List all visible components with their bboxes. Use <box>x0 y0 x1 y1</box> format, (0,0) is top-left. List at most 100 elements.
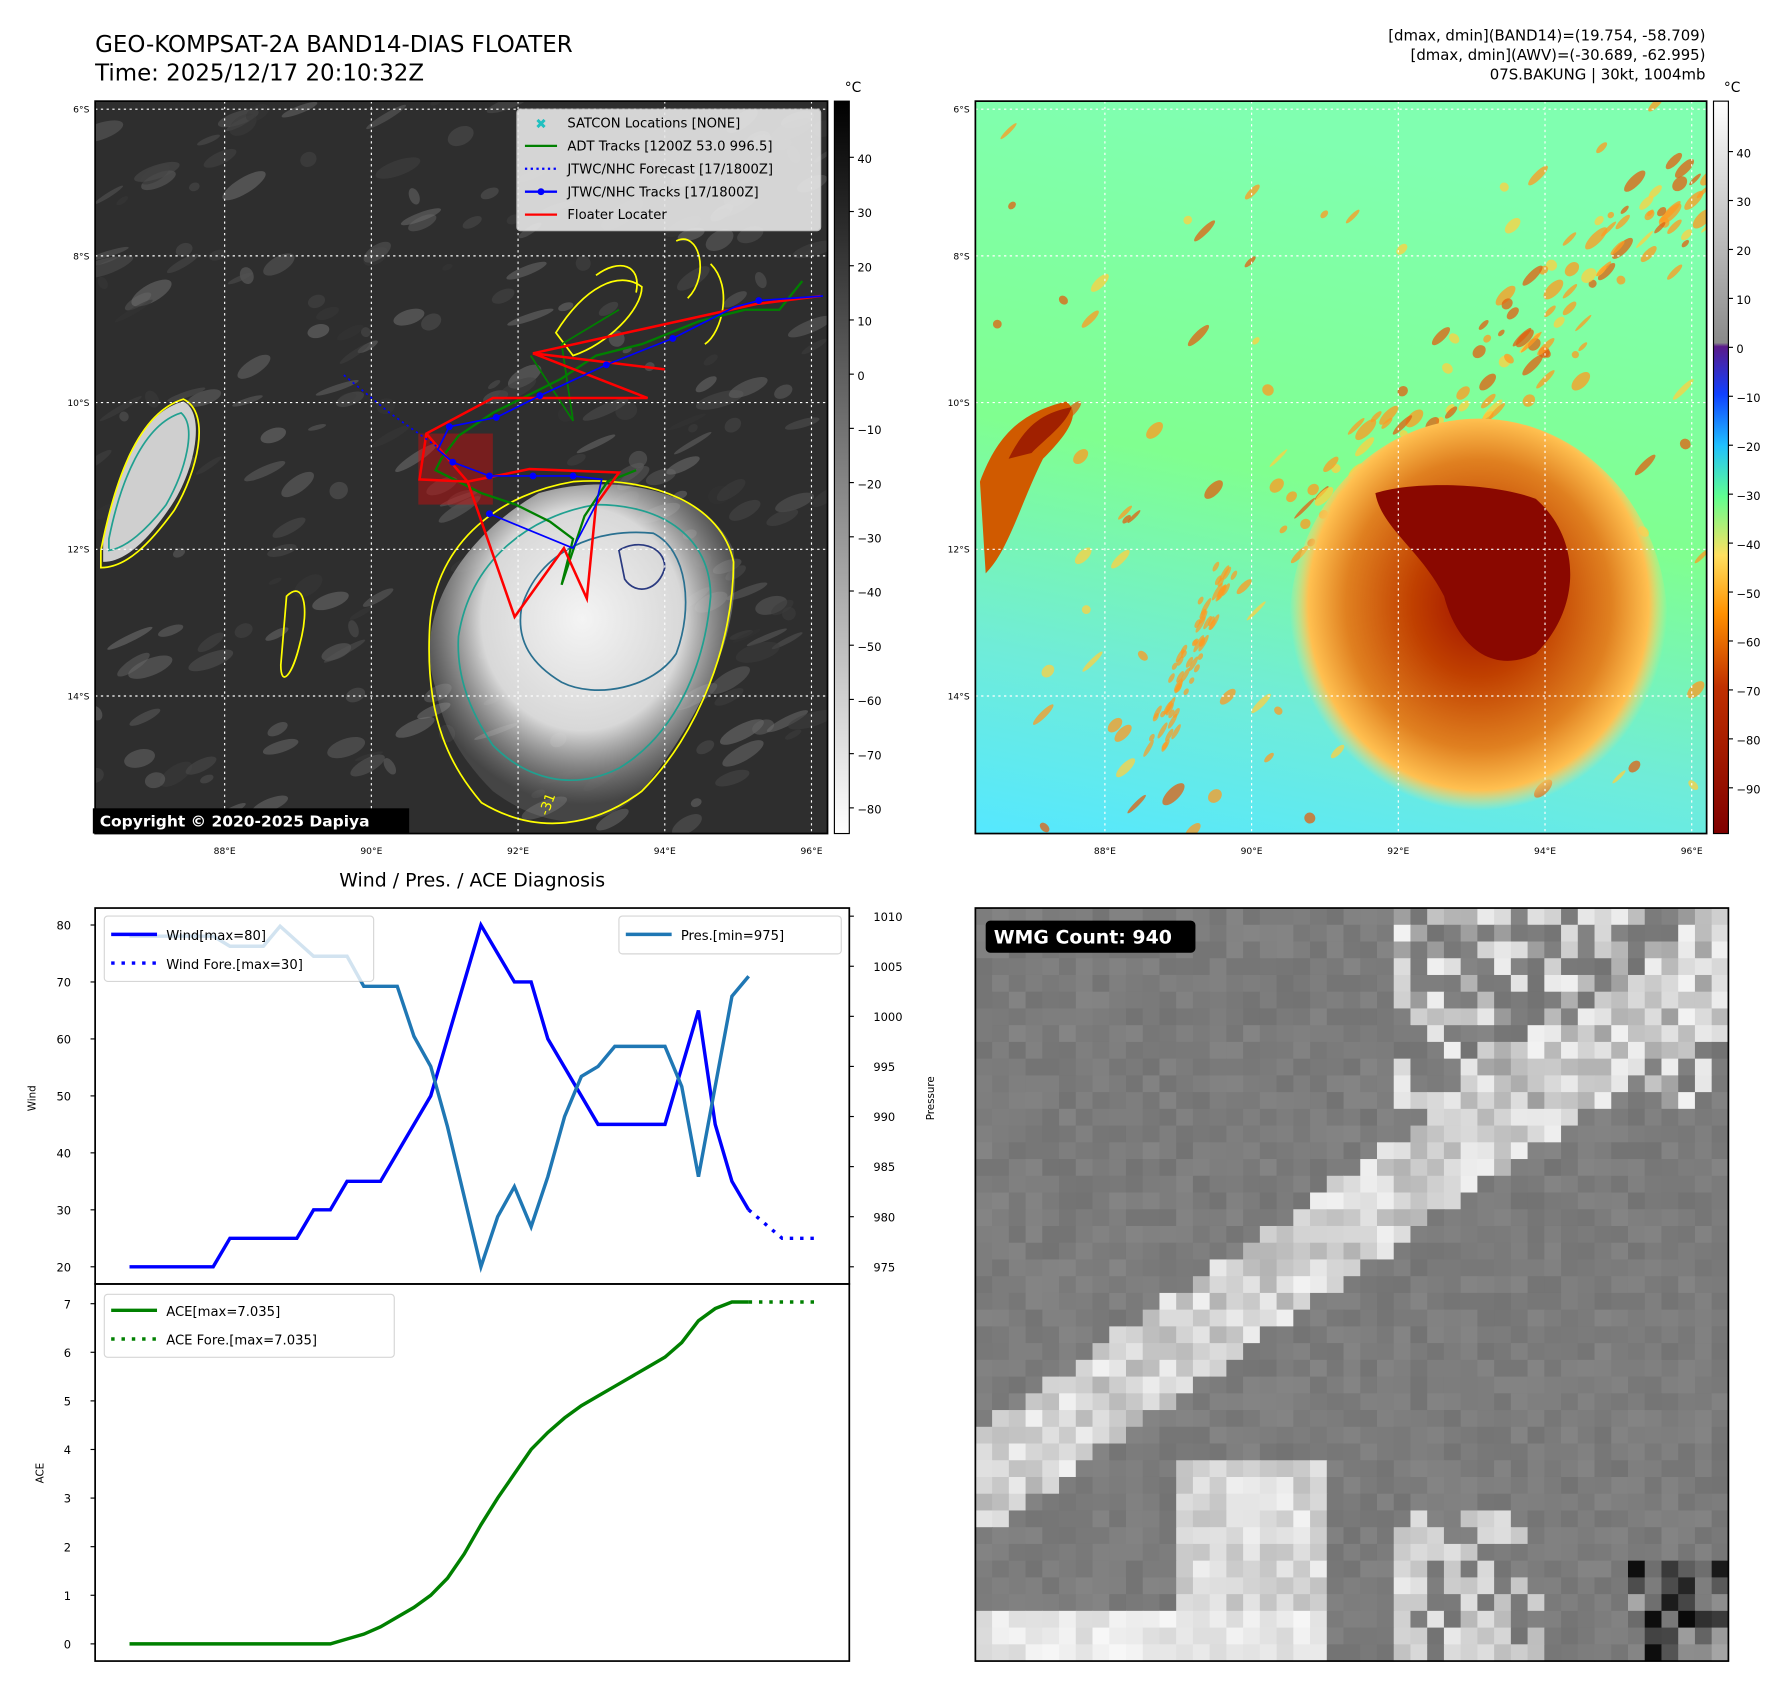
wmg-pixel <box>975 1493 993 1512</box>
wmg-pixel <box>1544 974 1562 993</box>
wmg-pixel <box>1109 1543 1127 1562</box>
wmg-pixel <box>1109 991 1127 1010</box>
band-patch <box>1174 680 1183 694</box>
wmg-pixel <box>1561 908 1579 926</box>
wmg-pixel <box>1075 1393 1094 1411</box>
wmg-pixel <box>1494 1443 1512 1461</box>
colorbar-tick-label: −90 <box>1736 783 1760 797</box>
wmg-pixel <box>1694 1242 1713 1261</box>
wmg-pixel <box>1025 1594 1043 1612</box>
wmg-pixel <box>1427 958 1445 976</box>
band-patch <box>1499 182 1509 192</box>
wmg-pixel <box>1243 1276 1261 1294</box>
wmg-pixel <box>1176 1610 1194 1629</box>
wmg-pixel <box>1477 1443 1495 1461</box>
wmg-pixel <box>1611 1242 1629 1261</box>
wmg-pixel <box>1276 1343 1294 1361</box>
wmg-pixel <box>1293 1159 1311 1177</box>
wmg-pixel <box>1561 991 1579 1010</box>
wmg-pixel <box>1326 1460 1345 1478</box>
cloud-patch <box>771 632 803 650</box>
wmg-pixel <box>1092 991 1110 1010</box>
wmg-pixel <box>1427 1276 1445 1294</box>
wmg-pixel <box>1661 1159 1679 1177</box>
wmg-pixel <box>1276 1527 1294 1545</box>
wmg-pixel <box>1627 1410 1646 1428</box>
colorbar-tick-label: −10 <box>1736 391 1760 405</box>
wmg-pixel <box>1293 1209 1311 1227</box>
wmg-pixel <box>1410 1108 1428 1127</box>
wmg-pixel <box>1209 1560 1227 1578</box>
wmg-pixel <box>1209 1192 1227 1210</box>
wmg-pixel <box>1443 1443 1462 1461</box>
wmg-pixel <box>1376 1225 1395 1244</box>
wmg-pixel <box>1276 1276 1294 1294</box>
wmg-pixel <box>1042 1242 1060 1261</box>
wmg-pixel <box>1343 1108 1361 1127</box>
wmg-pixel <box>1360 1175 1378 1194</box>
wmg-pixel <box>1711 908 1729 926</box>
wmg-pixel <box>1109 1225 1127 1244</box>
wmg-pixel <box>1494 1410 1512 1428</box>
wmg-pixel <box>1594 1041 1612 1060</box>
wmg-pixel <box>1460 1343 1478 1361</box>
wmg-pixel <box>1176 1192 1194 1210</box>
wmg-pixel <box>1410 1610 1428 1629</box>
band-patch <box>1127 510 1141 524</box>
cloud-patch <box>596 808 629 831</box>
wmg-pixel <box>1477 1410 1495 1428</box>
wmg-pixel <box>1276 1543 1294 1562</box>
lon-tick-label: 90°E <box>360 846 382 857</box>
cloud-patch <box>812 488 828 508</box>
wmg-pixel <box>1627 1092 1646 1110</box>
wmg-pixel <box>1209 941 1227 959</box>
wmg-pixel <box>1092 1326 1110 1344</box>
wmg-pixel <box>1594 1343 1612 1361</box>
wmg-pixel <box>1192 1443 1211 1461</box>
wmg-pixel <box>1527 1041 1545 1060</box>
wmg-pixel <box>1477 1393 1495 1411</box>
wmg-pixel <box>1477 1125 1495 1143</box>
wmg-pixel <box>1176 1058 1194 1076</box>
wmg-pixel <box>1694 1560 1713 1578</box>
wmg-pixel <box>1310 1108 1328 1127</box>
wmg-pixel <box>1460 1594 1478 1612</box>
cloud-patch <box>117 652 150 677</box>
wind-tick-label: 20 <box>56 1260 71 1274</box>
wmg-pixel <box>1561 1527 1579 1545</box>
band-patch <box>1562 301 1577 316</box>
wmg-pixel <box>1209 1610 1227 1629</box>
wmg-pixel <box>1226 1594 1244 1612</box>
wmg-pixel <box>1059 1292 1077 1311</box>
wmg-pixel <box>1494 1159 1512 1177</box>
wmg-pixel <box>1159 1527 1177 1545</box>
wmg-pixel <box>1477 991 1495 1010</box>
wmg-pixel <box>1661 1594 1679 1612</box>
wmg-pixel <box>1611 1326 1629 1344</box>
colorbar-tick-label: −60 <box>857 694 881 708</box>
wmg-pixel <box>1343 1159 1361 1177</box>
wmg-pixel <box>1678 1594 1696 1612</box>
wmg-pixel <box>1192 1577 1211 1595</box>
wmg-pixel <box>1711 1460 1729 1478</box>
wmg-pixel <box>1661 1075 1679 1093</box>
cloud-patch <box>222 171 266 201</box>
wmg-pixel <box>1360 1543 1378 1562</box>
wmg-pixel <box>1694 924 1713 943</box>
wmg-pixel <box>1443 1259 1462 1277</box>
wmg-pixel <box>1494 1276 1512 1294</box>
wmg-pixel <box>1142 1259 1161 1277</box>
wmg-pixel <box>1008 1225 1027 1244</box>
wmg-pixel <box>1577 1376 1596 1394</box>
wmg-pixel <box>1243 1125 1261 1143</box>
wmg-pixel <box>1594 1025 1612 1043</box>
wmg-pixel <box>1008 1376 1027 1394</box>
wmg-pixel <box>1561 1460 1579 1478</box>
wmg-pixel <box>1293 1644 1311 1662</box>
wmg-pixel <box>975 1627 993 1645</box>
wmg-pixel <box>1059 1493 1077 1512</box>
cloud-patch <box>488 380 501 390</box>
wmg-pixel <box>1293 908 1311 926</box>
wmg-pixel <box>1644 1560 1663 1578</box>
wmg-pixel <box>1460 1476 1478 1495</box>
